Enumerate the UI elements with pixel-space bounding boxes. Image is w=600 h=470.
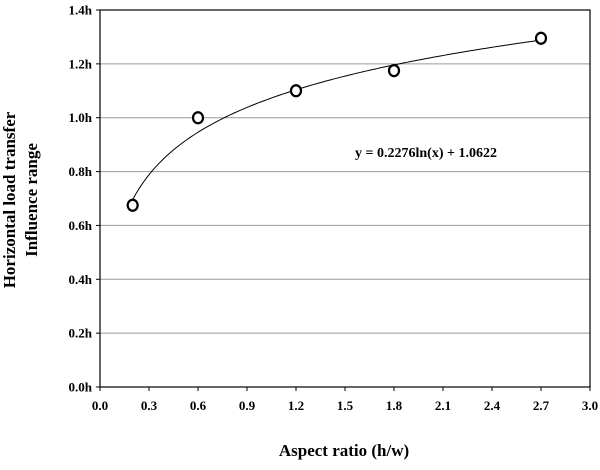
x-tick-label: 0.0 <box>92 398 108 413</box>
x-tick-label: 0.9 <box>239 398 256 413</box>
y-tick-label: 0.0h <box>69 380 93 395</box>
x-tick-label: 2.4 <box>484 398 501 413</box>
y-axis-title-line-1: Horizontal load transfer <box>0 111 19 288</box>
data-point <box>126 198 139 212</box>
x-tick-label: 2.7 <box>533 398 550 413</box>
data-point <box>289 84 303 98</box>
trendline-equation: y = 0.2276ln(x) + 1.0622 <box>355 146 497 161</box>
data-point <box>191 111 205 125</box>
grid-lines <box>100 63 590 334</box>
y-axis-ticks: 0.0h 0.2h 0.4h 0.6h 0.8h 1.0h 1.2h 1.4h <box>69 3 100 395</box>
x-tick-label: 0.6 <box>190 398 207 413</box>
data-point <box>534 31 548 45</box>
x-tick-label: 3.0 <box>582 398 598 413</box>
y-tick-label: 0.4h <box>69 272 93 287</box>
plot-area <box>99 9 591 388</box>
x-tick-label: 0.3 <box>141 398 158 413</box>
y-tick-label: 0.6h <box>69 218 93 233</box>
x-tick-label: 2.1 <box>435 398 451 413</box>
trendline <box>132 39 542 200</box>
y-tick-label: 0.8h <box>69 164 93 179</box>
x-axis-ticks: 0.0 0.3 0.6 0.9 1.2 1.5 1.8 2.1 2.4 2.7 3.0 <box>92 387 598 413</box>
y-tick-label: 0.2h <box>69 326 93 341</box>
y-tick-label: 1.4h <box>69 3 93 18</box>
y-axis-title-line-2: Influence range <box>22 143 41 257</box>
data-points <box>126 31 548 212</box>
x-tick-label: 1.5 <box>337 398 354 413</box>
x-tick-label: 1.2 <box>288 398 304 413</box>
x-tick-label: 1.8 <box>386 398 403 413</box>
data-point <box>387 63 401 78</box>
x-axis-title: Aspect ratio (h/w) <box>279 441 409 460</box>
y-tick-label: 1.2h <box>69 56 93 71</box>
y-tick-label: 1.0h <box>69 110 93 125</box>
